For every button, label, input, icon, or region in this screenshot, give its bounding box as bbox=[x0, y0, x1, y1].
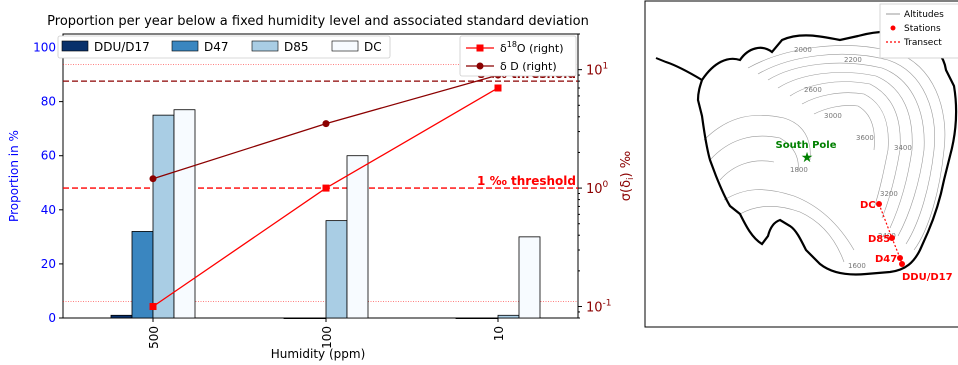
y-tick-label: 80 bbox=[41, 95, 56, 109]
left-axis: 0 20 40 60 80 100 bbox=[33, 41, 63, 325]
station-ddu bbox=[899, 261, 905, 267]
threshold-label: 1 ‰ threshold bbox=[477, 174, 576, 188]
stations bbox=[876, 201, 905, 267]
bar bbox=[304, 317, 327, 320]
antarctica-coastline bbox=[696, 30, 958, 276]
south-pole-marker: ★ South Pole bbox=[776, 140, 837, 166]
bar bbox=[476, 317, 499, 320]
y2-tick-label: 10-1 bbox=[586, 299, 612, 316]
line-group bbox=[149, 71, 502, 311]
legend-stations: Stations bbox=[904, 24, 941, 34]
south-pole-label: South Pole bbox=[776, 140, 837, 151]
legend-label: DC bbox=[364, 40, 382, 54]
y-tick-label: 20 bbox=[41, 257, 56, 271]
x-tick-label: 100 bbox=[320, 326, 334, 349]
bar bbox=[325, 220, 348, 319]
svg-text:2200: 2200 bbox=[844, 56, 862, 64]
bar-group bbox=[110, 109, 541, 320]
svg-text:2400: 2400 bbox=[878, 232, 896, 240]
svg-text:2600: 2600 bbox=[804, 86, 822, 94]
proportion-chart: Proportion per year below a fixed humidi… bbox=[7, 14, 636, 361]
line-point bbox=[494, 84, 502, 92]
peninsula bbox=[655, 57, 703, 81]
antarctica-map: 2000 2200 2600 3000 3600 3400 3200 2400 … bbox=[644, 0, 958, 328]
y-axis-label: Proportion in % bbox=[7, 130, 21, 222]
legend-altitudes: Altitudes bbox=[904, 10, 944, 20]
label-d85: D85 bbox=[868, 234, 890, 245]
legend-right: δ18O (right) δ D (right) bbox=[459, 35, 577, 77]
legend-swatch bbox=[61, 40, 89, 52]
legend-label: DDU/D17 bbox=[94, 40, 150, 54]
bar bbox=[152, 114, 175, 319]
y-tick-label: 0 bbox=[48, 311, 56, 325]
x-axis: 500 100 10 bbox=[147, 318, 506, 349]
legend-swatch bbox=[171, 40, 199, 52]
legend-label: D47 bbox=[204, 40, 229, 54]
contour-labels: 2000 2200 2600 3000 3600 3400 3200 2400 … bbox=[790, 46, 912, 270]
x-axis-label: Humidity (ppm) bbox=[271, 347, 366, 361]
legend-left: DDU/D17 D47 D85 DC bbox=[57, 35, 391, 59]
map-legend: Altitudes Stations Transect bbox=[879, 3, 958, 59]
station-labels: DC D85 D47 DDU/D17 bbox=[860, 200, 953, 283]
legend-label: D85 bbox=[284, 40, 309, 54]
station-d47 bbox=[897, 255, 903, 261]
x-tick-label: 10 bbox=[492, 326, 506, 341]
label-dc: DC bbox=[860, 200, 876, 211]
svg-text:3200: 3200 bbox=[880, 190, 898, 198]
legend-swatch bbox=[331, 40, 359, 52]
station-d85 bbox=[889, 235, 895, 241]
y2-tick-label: 100 bbox=[586, 180, 609, 197]
legend-swatch bbox=[251, 40, 279, 52]
star-icon: ★ bbox=[801, 150, 814, 166]
y2-tick-label: 101 bbox=[586, 62, 608, 79]
line-point bbox=[149, 175, 157, 183]
label-ddu: DDU/D17 bbox=[902, 272, 953, 283]
bar bbox=[173, 109, 196, 319]
map-contours bbox=[703, 45, 946, 263]
svg-text:1800: 1800 bbox=[790, 166, 808, 174]
y-tick-label: 60 bbox=[41, 149, 56, 163]
svg-text:3000: 3000 bbox=[824, 112, 842, 120]
bar bbox=[283, 317, 306, 320]
x-tick-label: 500 bbox=[147, 326, 161, 349]
bar bbox=[455, 317, 478, 320]
svg-text:1600: 1600 bbox=[848, 262, 866, 270]
bar bbox=[110, 314, 133, 319]
bar bbox=[346, 155, 369, 319]
svg-text:3400: 3400 bbox=[894, 144, 912, 152]
svg-text:3600: 3600 bbox=[856, 134, 874, 142]
legend-label: δ D (right) bbox=[500, 60, 557, 73]
line-point bbox=[149, 303, 157, 311]
legend-transect: Transect bbox=[903, 38, 942, 48]
bar bbox=[518, 236, 541, 319]
line-point bbox=[322, 120, 330, 128]
svg-text:2000: 2000 bbox=[794, 46, 812, 54]
chart-title: Proportion per year below a fixed humidi… bbox=[47, 14, 589, 29]
y-tick-label: 40 bbox=[41, 203, 56, 217]
line-point bbox=[322, 184, 330, 192]
transect-line bbox=[878, 203, 903, 265]
station-dc bbox=[876, 201, 882, 207]
legend-label: δ18O (right) bbox=[500, 40, 564, 55]
y2-axis-label: σ(δi) ‰ bbox=[619, 151, 636, 201]
label-d47: D47 bbox=[875, 254, 897, 265]
bar bbox=[497, 314, 520, 319]
right-axis: 10-1 100 101 bbox=[578, 33, 612, 319]
y-tick-label: 100 bbox=[33, 41, 56, 55]
